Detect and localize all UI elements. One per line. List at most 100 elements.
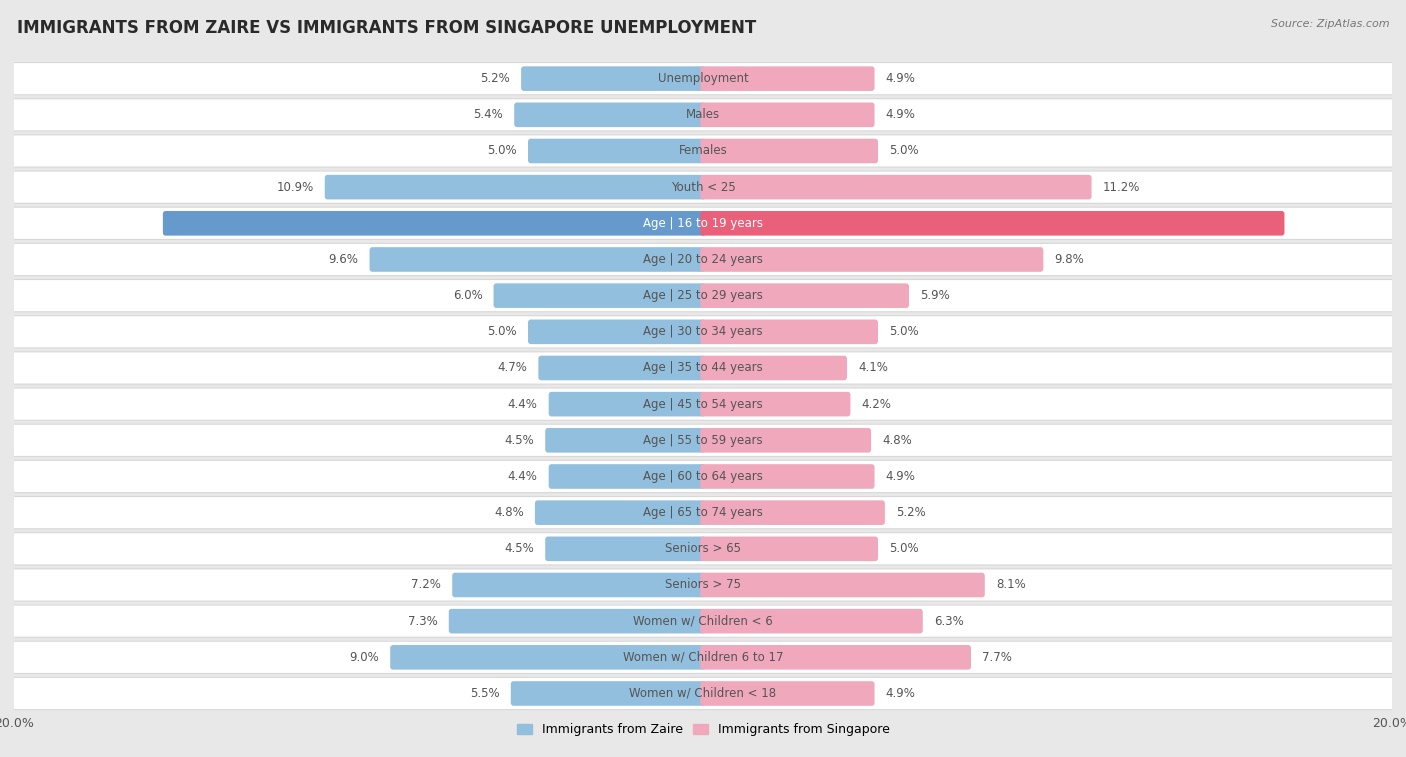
Text: 5.4%: 5.4% <box>474 108 503 121</box>
FancyBboxPatch shape <box>546 537 706 561</box>
FancyBboxPatch shape <box>700 102 875 127</box>
Text: 5.2%: 5.2% <box>481 72 510 85</box>
FancyBboxPatch shape <box>700 319 877 344</box>
FancyBboxPatch shape <box>11 496 1395 529</box>
Legend: Immigrants from Zaire, Immigrants from Singapore: Immigrants from Zaire, Immigrants from S… <box>512 718 894 741</box>
FancyBboxPatch shape <box>522 67 706 91</box>
Text: 4.9%: 4.9% <box>886 108 915 121</box>
Text: Males: Males <box>686 108 720 121</box>
Text: Seniors > 75: Seniors > 75 <box>665 578 741 591</box>
FancyBboxPatch shape <box>700 645 972 670</box>
FancyBboxPatch shape <box>700 464 875 489</box>
FancyBboxPatch shape <box>700 537 877 561</box>
Text: 4.9%: 4.9% <box>886 470 915 483</box>
FancyBboxPatch shape <box>13 172 1393 203</box>
FancyBboxPatch shape <box>13 569 1393 600</box>
FancyBboxPatch shape <box>453 573 706 597</box>
FancyBboxPatch shape <box>548 392 706 416</box>
Text: 4.1%: 4.1% <box>858 362 887 375</box>
Text: Women w/ Children < 18: Women w/ Children < 18 <box>630 687 776 700</box>
Text: 8.1%: 8.1% <box>995 578 1025 591</box>
Text: Age | 25 to 29 years: Age | 25 to 29 years <box>643 289 763 302</box>
Text: Unemployment: Unemployment <box>658 72 748 85</box>
FancyBboxPatch shape <box>449 609 706 634</box>
Text: 10.9%: 10.9% <box>277 181 314 194</box>
FancyBboxPatch shape <box>13 425 1393 456</box>
FancyBboxPatch shape <box>529 319 706 344</box>
FancyBboxPatch shape <box>13 280 1393 311</box>
FancyBboxPatch shape <box>11 424 1395 457</box>
FancyBboxPatch shape <box>494 283 706 308</box>
FancyBboxPatch shape <box>529 139 706 164</box>
FancyBboxPatch shape <box>546 428 706 453</box>
FancyBboxPatch shape <box>11 134 1395 167</box>
FancyBboxPatch shape <box>534 500 706 525</box>
Text: Females: Females <box>679 145 727 157</box>
FancyBboxPatch shape <box>11 459 1395 493</box>
Text: 7.3%: 7.3% <box>408 615 437 628</box>
FancyBboxPatch shape <box>13 461 1393 492</box>
FancyBboxPatch shape <box>700 67 875 91</box>
FancyBboxPatch shape <box>538 356 706 380</box>
Text: 4.7%: 4.7% <box>498 362 527 375</box>
FancyBboxPatch shape <box>11 207 1395 240</box>
Text: Youth < 25: Youth < 25 <box>671 181 735 194</box>
Text: Age | 16 to 19 years: Age | 16 to 19 years <box>643 217 763 230</box>
Text: 5.5%: 5.5% <box>470 687 499 700</box>
FancyBboxPatch shape <box>13 316 1393 347</box>
Text: Age | 45 to 54 years: Age | 45 to 54 years <box>643 397 763 410</box>
Text: 7.7%: 7.7% <box>981 651 1012 664</box>
Text: 4.5%: 4.5% <box>505 542 534 556</box>
FancyBboxPatch shape <box>11 315 1395 348</box>
Text: Age | 55 to 59 years: Age | 55 to 59 years <box>643 434 763 447</box>
FancyBboxPatch shape <box>325 175 706 199</box>
FancyBboxPatch shape <box>11 677 1395 710</box>
FancyBboxPatch shape <box>700 609 922 634</box>
Text: Age | 35 to 44 years: Age | 35 to 44 years <box>643 362 763 375</box>
FancyBboxPatch shape <box>13 388 1393 419</box>
FancyBboxPatch shape <box>700 175 1091 199</box>
Text: 5.0%: 5.0% <box>488 326 517 338</box>
FancyBboxPatch shape <box>515 102 706 127</box>
Text: 15.6%: 15.6% <box>115 217 152 230</box>
Text: Age | 65 to 74 years: Age | 65 to 74 years <box>643 506 763 519</box>
Text: 5.2%: 5.2% <box>896 506 925 519</box>
FancyBboxPatch shape <box>548 464 706 489</box>
Text: Age | 30 to 34 years: Age | 30 to 34 years <box>643 326 763 338</box>
Text: 9.8%: 9.8% <box>1054 253 1084 266</box>
FancyBboxPatch shape <box>700 211 1285 235</box>
FancyBboxPatch shape <box>13 353 1393 384</box>
FancyBboxPatch shape <box>163 211 706 235</box>
Text: 4.4%: 4.4% <box>508 397 537 410</box>
FancyBboxPatch shape <box>11 243 1395 276</box>
Text: 4.2%: 4.2% <box>862 397 891 410</box>
Text: 4.4%: 4.4% <box>508 470 537 483</box>
Text: Women w/ Children < 6: Women w/ Children < 6 <box>633 615 773 628</box>
FancyBboxPatch shape <box>11 605 1395 638</box>
FancyBboxPatch shape <box>700 500 884 525</box>
FancyBboxPatch shape <box>13 244 1393 275</box>
FancyBboxPatch shape <box>700 356 846 380</box>
FancyBboxPatch shape <box>700 428 872 453</box>
FancyBboxPatch shape <box>11 170 1395 204</box>
FancyBboxPatch shape <box>11 532 1395 565</box>
Text: Age | 60 to 64 years: Age | 60 to 64 years <box>643 470 763 483</box>
Text: Source: ZipAtlas.com: Source: ZipAtlas.com <box>1271 19 1389 29</box>
Text: 11.2%: 11.2% <box>1102 181 1140 194</box>
FancyBboxPatch shape <box>13 207 1393 239</box>
Text: 4.8%: 4.8% <box>882 434 912 447</box>
FancyBboxPatch shape <box>391 645 706 670</box>
Text: 6.0%: 6.0% <box>453 289 482 302</box>
FancyBboxPatch shape <box>13 642 1393 673</box>
FancyBboxPatch shape <box>13 678 1393 709</box>
FancyBboxPatch shape <box>11 62 1395 95</box>
Text: Women w/ Children 6 to 17: Women w/ Children 6 to 17 <box>623 651 783 664</box>
Text: Seniors > 65: Seniors > 65 <box>665 542 741 556</box>
FancyBboxPatch shape <box>700 283 910 308</box>
FancyBboxPatch shape <box>13 136 1393 167</box>
FancyBboxPatch shape <box>700 248 1043 272</box>
FancyBboxPatch shape <box>11 98 1395 132</box>
Text: 6.3%: 6.3% <box>934 615 963 628</box>
Text: 4.5%: 4.5% <box>505 434 534 447</box>
FancyBboxPatch shape <box>700 573 984 597</box>
